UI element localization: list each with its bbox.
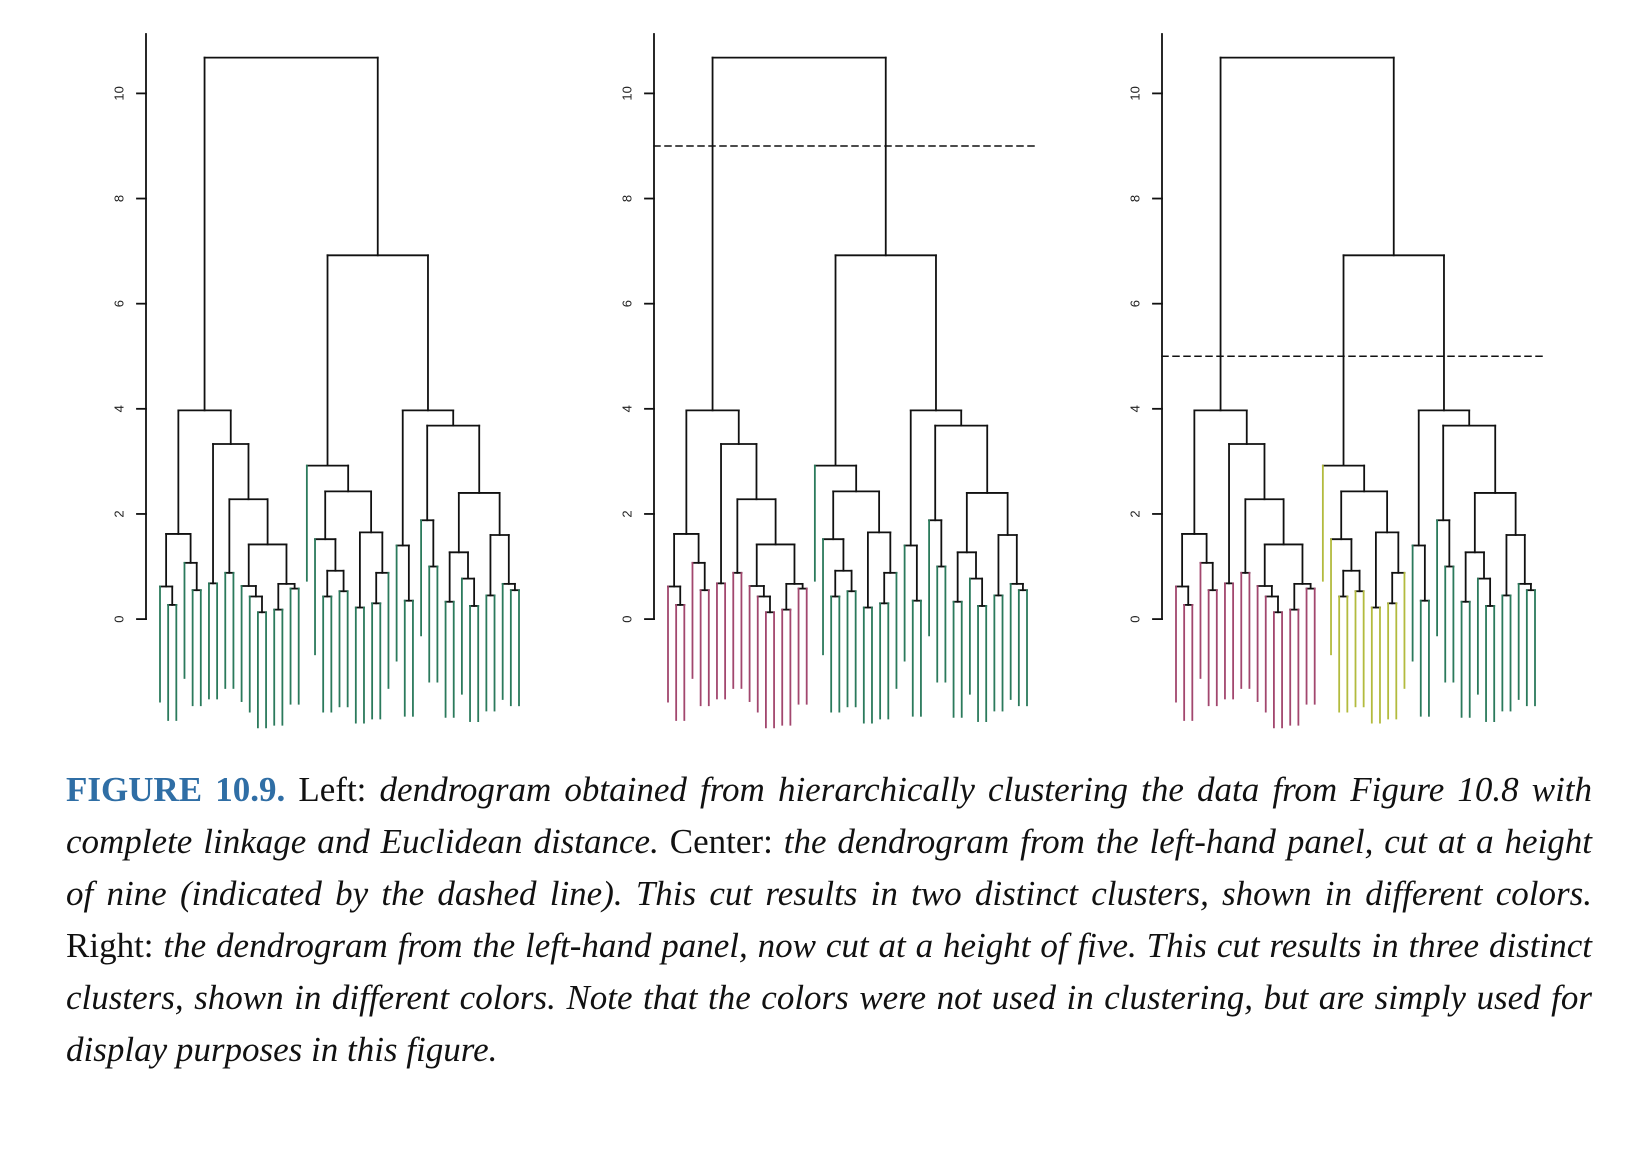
y-tick-label: 4 [1127, 405, 1142, 412]
y-tick-label: 2 [111, 510, 126, 517]
caption-text: the dendrogram from the left-hand panel,… [66, 926, 1593, 1069]
figure-label: FIGURE 10.9. [66, 770, 286, 809]
y-tick-label: 8 [1127, 195, 1142, 202]
y-tick-label: 8 [111, 195, 126, 202]
y-tick-label: 10 [619, 86, 634, 100]
y-tick-label: 4 [111, 405, 126, 412]
y-tick-label: 0 [111, 615, 126, 622]
y-tick-label: 6 [619, 300, 634, 307]
y-tick-label: 2 [1127, 510, 1142, 517]
y-tick-label: 4 [619, 405, 634, 412]
y-tick-label: 6 [1127, 300, 1142, 307]
caption-panel-label: Right: [66, 926, 154, 965]
caption-panel-label: Left: [298, 770, 367, 809]
y-tick-label: 10 [111, 86, 126, 100]
y-tick-label: 6 [111, 300, 126, 307]
y-tick-label: 10 [1127, 86, 1142, 100]
caption-text: dendrogram obtained from hierarchically … [66, 770, 1593, 861]
caption-panel-label: Center: [669, 822, 773, 861]
y-tick-label: 0 [619, 615, 634, 622]
y-tick-label: 0 [1127, 615, 1142, 622]
y-tick-label: 8 [619, 195, 634, 202]
y-tick-label: 2 [619, 510, 634, 517]
caption-text: the dendrogram from the left-hand panel,… [66, 822, 1593, 913]
figure-panels: 0 2 4 6 8 10 0 2 4 6 8 10 0 2 4 6 8 10 [111, 33, 1547, 729]
figure-caption: FIGURE 10.9. Left: dendrogram obtained f… [66, 764, 1592, 1076]
